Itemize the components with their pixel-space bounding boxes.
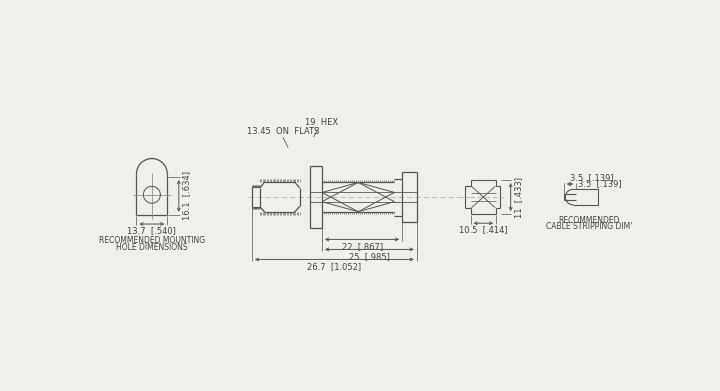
Text: 13.45  ON  FLATS: 13.45 ON FLATS: [246, 127, 319, 136]
Text: 19  HEX: 19 HEX: [305, 118, 338, 127]
Text: 3.5  [.139]: 3.5 [.139]: [570, 173, 613, 182]
Text: 3.5  [.139]: 3.5 [.139]: [578, 179, 622, 188]
Text: 10.5  [.414]: 10.5 [.414]: [459, 226, 508, 235]
Text: HOLE DIMENSIONS: HOLE DIMENSIONS: [116, 242, 188, 251]
Text: RECOMMENDED: RECOMMENDED: [559, 215, 620, 224]
Text: RECOMMENDED MOUNTING: RECOMMENDED MOUNTING: [99, 236, 205, 245]
Text: CABLE STRIPPING DIM': CABLE STRIPPING DIM': [546, 222, 632, 231]
Text: 22  [.867]: 22 [.867]: [341, 242, 382, 251]
Text: 13.7  [.540]: 13.7 [.540]: [127, 226, 176, 235]
Text: 26.7  [1.052]: 26.7 [1.052]: [307, 262, 361, 271]
Text: 11  [.433]: 11 [.433]: [514, 177, 523, 217]
Text: 25  [.985]: 25 [.985]: [349, 252, 390, 261]
Text: 16.1  [.634]: 16.1 [.634]: [182, 171, 191, 221]
